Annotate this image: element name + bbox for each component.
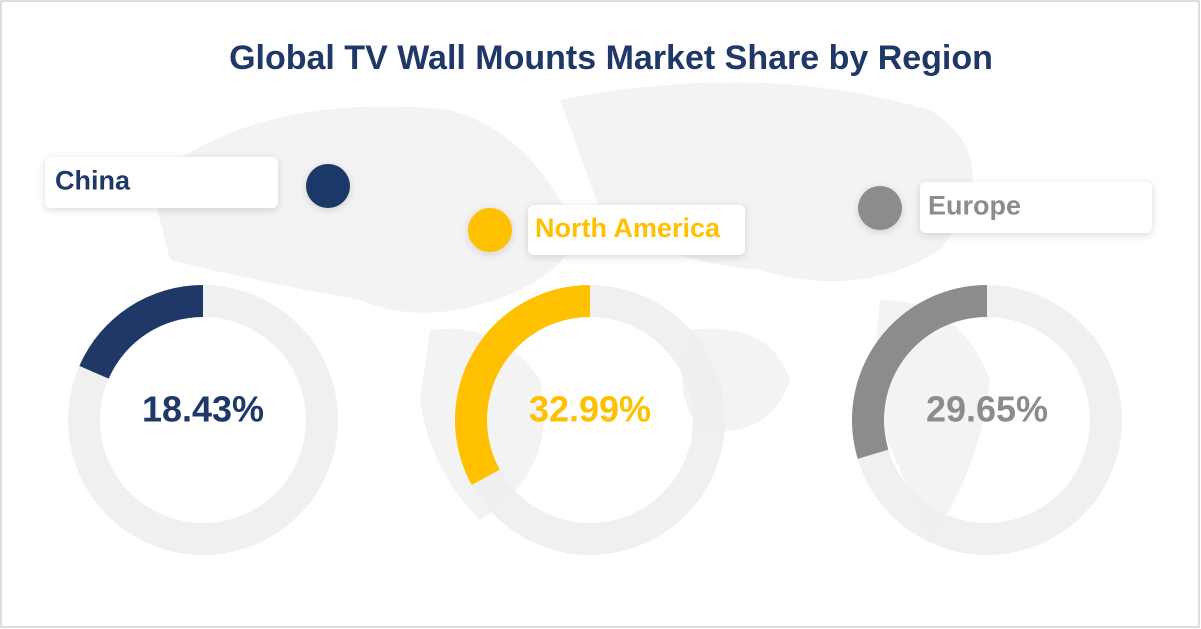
- legend-label: China: [55, 166, 131, 196]
- value-label: 29.65%: [926, 389, 1048, 430]
- legend-label: Europe: [928, 191, 1021, 221]
- label-box: [528, 205, 745, 255]
- legend-label: North America: [535, 213, 721, 243]
- label-box: [45, 157, 278, 208]
- value-label: 32.99%: [529, 389, 651, 430]
- legend-dot: [306, 164, 350, 208]
- legend-dot: [468, 208, 512, 252]
- donut-arc: [454, 285, 590, 485]
- chart-title: Global TV Wall Mounts Market Share by Re…: [229, 39, 993, 77]
- donut-arc: [79, 285, 203, 379]
- value-label: 18.43%: [142, 389, 264, 430]
- donut-arc: [851, 285, 987, 459]
- legend-dot: [858, 186, 902, 230]
- label-box: [920, 182, 1152, 233]
- world-map: [150, 82, 990, 540]
